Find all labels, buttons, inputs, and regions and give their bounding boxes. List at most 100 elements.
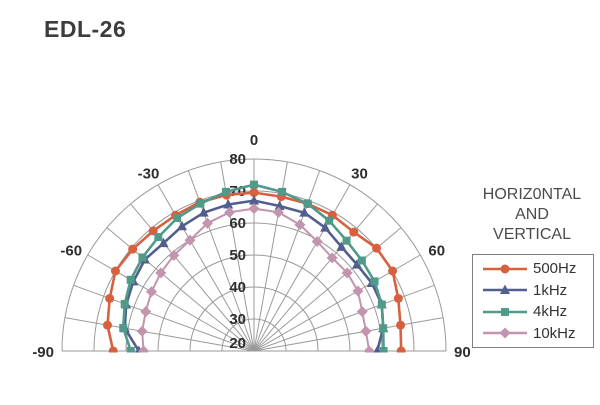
svg-text:-30: -30 xyxy=(138,165,160,182)
data-point-marker xyxy=(119,323,128,332)
legend-title-line-3: VERTICAL xyxy=(493,226,571,243)
data-point-marker xyxy=(145,286,157,298)
page-title: EDL-26 xyxy=(44,16,127,42)
data-point-marker xyxy=(249,195,259,205)
data-point-marker xyxy=(120,299,129,308)
data-point-marker xyxy=(311,236,323,248)
data-point-marker xyxy=(388,266,398,276)
data-point-marker xyxy=(138,345,150,353)
data-point-marker xyxy=(501,307,509,316)
angle-tick-labels: -90 -60 -30 0 30 60 90 xyxy=(32,132,470,361)
data-point-marker xyxy=(396,320,406,330)
series-10kHz xyxy=(136,203,375,353)
data-point-marker xyxy=(370,277,379,286)
legend-title: HORIZ0NTAL AND VERTICAL xyxy=(458,185,600,245)
data-point-marker xyxy=(360,325,372,337)
legend-marker-10khz-icon xyxy=(483,327,527,339)
legend-item-label: 1kHz xyxy=(533,281,568,299)
svg-text:90: 90 xyxy=(454,344,471,361)
series-500Hz xyxy=(102,188,406,353)
data-point-marker xyxy=(196,199,205,208)
data-point-marker xyxy=(168,249,180,261)
legend-marker-4khz-icon xyxy=(483,307,527,316)
legend-item-label: 500Hz xyxy=(533,260,577,278)
data-point-marker xyxy=(223,198,234,209)
svg-text:-90: -90 xyxy=(32,344,54,361)
svg-text:30: 30 xyxy=(351,165,368,182)
data-point-marker xyxy=(357,256,366,265)
data-point-marker xyxy=(272,206,284,218)
legend-item-label: 4kHz xyxy=(533,303,568,321)
svg-text:20: 20 xyxy=(229,335,246,352)
data-point-marker xyxy=(336,241,347,251)
legend: 500Hz 1kHz 4kHz 10kHz xyxy=(472,254,594,348)
data-point-marker xyxy=(377,300,386,309)
data-point-marker xyxy=(373,345,381,353)
data-point-marker xyxy=(128,244,138,254)
data-point-marker xyxy=(198,207,209,217)
data-point-marker xyxy=(341,267,353,279)
svg-text:50: 50 xyxy=(229,247,246,264)
data-point-marker xyxy=(500,264,510,274)
data-point-marker xyxy=(349,227,359,237)
data-point-marker xyxy=(363,345,375,353)
data-point-marker xyxy=(249,188,259,198)
legend-item: 500Hz xyxy=(482,258,593,280)
data-point-marker xyxy=(126,347,135,353)
data-point-marker xyxy=(250,180,258,189)
data-point-marker xyxy=(379,347,388,353)
legend-item: 10kHz xyxy=(482,323,593,345)
svg-text:60: 60 xyxy=(428,243,445,260)
data-point-marker xyxy=(299,207,310,217)
data-point-marker xyxy=(224,206,236,218)
data-point-marker xyxy=(110,266,120,276)
data-point-marker xyxy=(102,320,112,330)
svg-text:80: 80 xyxy=(229,151,246,168)
legend-item: 4kHz xyxy=(482,301,593,323)
data-point-marker xyxy=(379,324,388,333)
data-point-marker xyxy=(356,306,368,318)
data-point-marker xyxy=(499,327,511,339)
legend-title-line-1: HORIZ0NTAL xyxy=(482,186,582,203)
data-point-marker xyxy=(326,252,338,264)
data-point-marker xyxy=(136,325,148,337)
data-point-marker xyxy=(155,267,167,279)
series-4kHz xyxy=(119,180,388,353)
legend-item-label: 10kHz xyxy=(533,324,576,342)
legend-title-line-2: AND xyxy=(515,206,549,223)
data-point-marker xyxy=(351,259,362,269)
data-point-marker xyxy=(158,237,169,248)
data-point-marker xyxy=(154,233,163,242)
data-point-marker xyxy=(173,213,182,222)
data-point-marker xyxy=(325,216,334,225)
svg-text:60: 60 xyxy=(229,215,246,232)
svg-text:-60: -60 xyxy=(60,243,82,260)
data-point-marker xyxy=(201,217,213,229)
data-point-marker xyxy=(248,203,260,215)
data-point-marker xyxy=(140,306,152,318)
data-point-marker xyxy=(393,293,403,303)
legend-marker-1khz-icon xyxy=(483,284,527,295)
data-point-marker xyxy=(320,222,331,232)
data-point-marker xyxy=(294,219,306,231)
data-point-marker xyxy=(500,284,510,295)
data-point-marker xyxy=(177,220,187,231)
data-point-marker xyxy=(396,346,406,353)
legend-marker-500hz-icon xyxy=(483,264,527,274)
legend-item: 1kHz xyxy=(482,280,593,302)
data-point-marker xyxy=(352,285,364,297)
data-point-marker xyxy=(221,187,230,196)
svg-text:30: 30 xyxy=(229,311,246,328)
data-point-marker xyxy=(126,275,135,284)
data-point-marker xyxy=(105,293,115,303)
svg-text:0: 0 xyxy=(250,132,258,149)
data-point-marker xyxy=(274,200,285,211)
data-point-marker xyxy=(138,253,147,262)
data-point-marker xyxy=(342,236,351,245)
svg-text:40: 40 xyxy=(229,279,246,296)
data-point-marker xyxy=(372,243,382,253)
data-point-marker xyxy=(303,199,312,208)
